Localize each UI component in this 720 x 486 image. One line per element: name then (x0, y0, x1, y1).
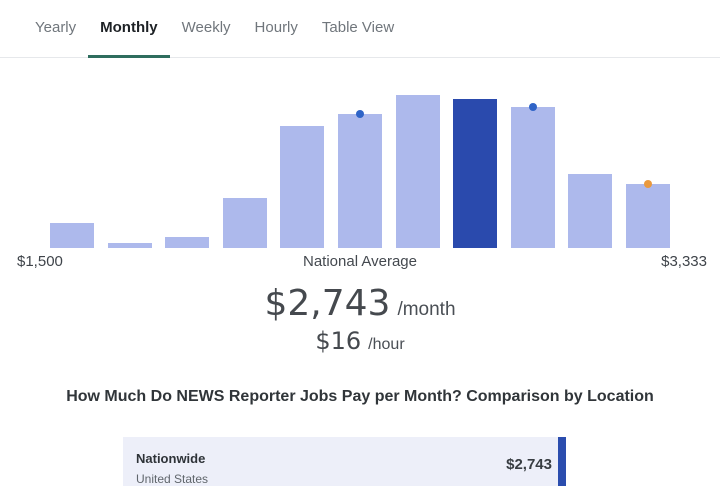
location-bar-track: Nationwide United States $2,743 (123, 437, 558, 486)
tab-weekly[interactable]: Weekly (181, 19, 231, 36)
tab-hourly[interactable]: Hourly (254, 19, 298, 36)
hourly-average-value: $16 (315, 327, 362, 355)
hourly-average-line: $16 /hour (0, 327, 720, 355)
monthly-average-value: $2,743 (264, 283, 391, 324)
histogram-bar[interactable] (107, 243, 152, 248)
tab-monthly[interactable]: Monthly (88, 0, 170, 58)
orange-marker-dot (644, 180, 652, 188)
location-comparison-list: Nationwide United States $2,743 (123, 437, 566, 486)
histogram-bar[interactable] (510, 107, 555, 248)
national-average-figures: $2,743 /month $16 /hour (0, 283, 720, 355)
axis-min-label: $1,500 (17, 253, 63, 270)
histogram-bar[interactable] (626, 184, 670, 248)
histogram-bar[interactable] (280, 126, 325, 248)
monthly-average-line: $2,743 /month (0, 283, 720, 324)
histogram-axis-labels: $1,500 National Average $3,333 (0, 253, 720, 273)
location-row: Nationwide United States $2,743 (123, 437, 566, 486)
hourly-average-unit: /hour (368, 336, 405, 353)
comparison-heading: How Much Do NEWS Reporter Jobs Pay per M… (66, 388, 654, 405)
blue-marker-dot (528, 103, 537, 111)
location-name: Nationwide (136, 451, 206, 466)
histogram-bar[interactable] (568, 174, 613, 248)
histogram-bar[interactable] (50, 223, 94, 248)
histogram-bar[interactable] (165, 237, 210, 248)
location-bar-cap (558, 437, 566, 486)
salary-histogram (0, 70, 720, 248)
period-tabs: Yearly Monthly Weekly Hourly Table View (0, 0, 720, 58)
tab-yearly[interactable]: Yearly (35, 19, 77, 36)
monthly-average-unit: /month (397, 299, 456, 320)
location-subname: United States (136, 472, 209, 486)
histogram-bar[interactable] (222, 198, 267, 248)
axis-national-average-label: National Average (303, 253, 417, 270)
histogram-bar[interactable] (395, 95, 440, 248)
tab-table-view[interactable]: Table View (321, 19, 395, 36)
axis-max-label: $3,333 (661, 253, 707, 270)
blue-marker-dot (356, 110, 364, 118)
histogram-bar-selected[interactable] (453, 99, 498, 248)
location-value: $2,743 (506, 456, 552, 473)
histogram-bar[interactable] (338, 114, 382, 248)
